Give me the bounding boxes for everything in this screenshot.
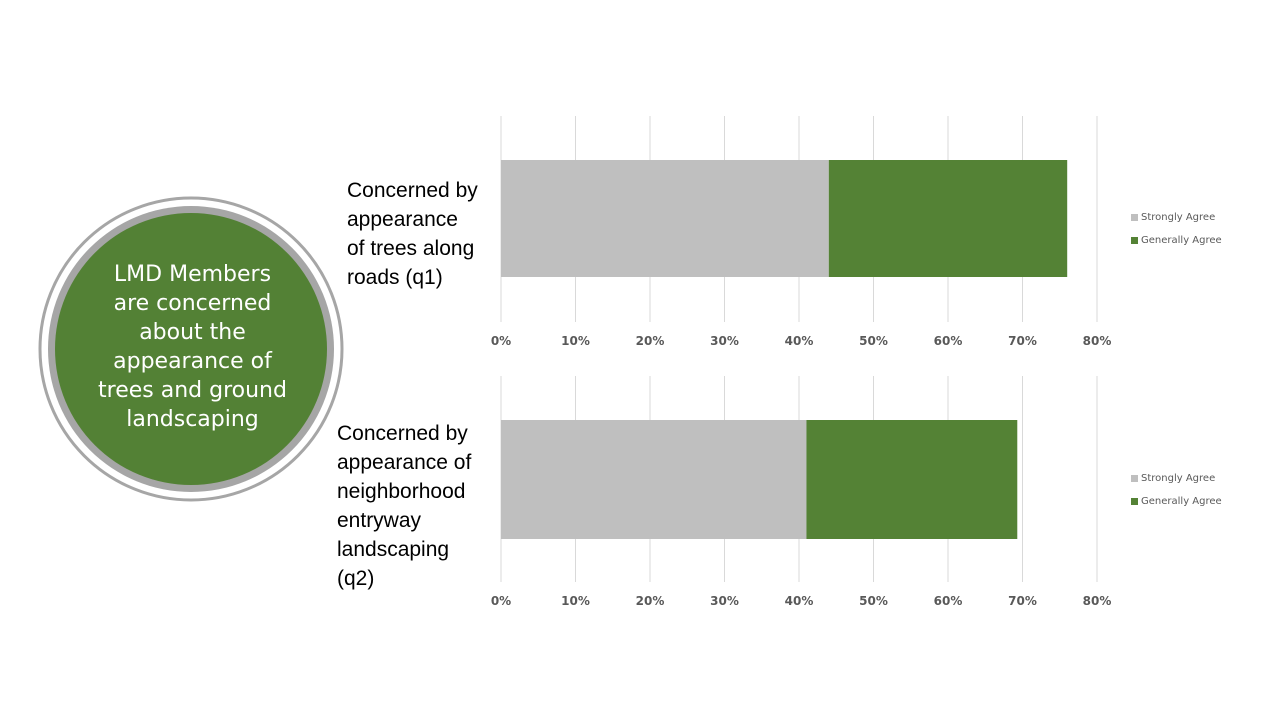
q1-legend: Strongly Agree Generally Agree <box>1131 211 1222 257</box>
legend-label-strongly-agree: Strongly Agree <box>1141 472 1216 484</box>
x-tick-label: 20% <box>636 594 665 608</box>
x-tick-label: 70% <box>1008 594 1037 608</box>
legend-item-generally-agree: Generally Agree <box>1131 495 1222 507</box>
x-tick-label: 20% <box>636 334 665 348</box>
legend-swatch-strongly-agree <box>1131 213 1138 221</box>
summary-circle-fill <box>55 213 327 485</box>
bar-generally-agree <box>828 160 1068 277</box>
x-tick-label: 60% <box>934 334 963 348</box>
legend-label-generally-agree: Generally Agree <box>1141 495 1222 507</box>
legend-item-strongly-agree: Strongly Agree <box>1131 472 1222 484</box>
legend-swatch-generally-agree <box>1131 497 1138 505</box>
q2-chart: 0% 10% 20% 30% 40% 50% 60% 70% 80% <box>491 376 1112 608</box>
q1-category-label: Concerned by appearance of trees along r… <box>347 179 478 289</box>
x-tick-label: 10% <box>561 334 590 348</box>
q2-category-label: Concerned by appearance of neighborhood … <box>337 422 472 590</box>
x-tick-label: 60% <box>934 594 963 608</box>
x-tick-label: 0% <box>491 594 511 608</box>
x-tick-label: 10% <box>561 594 590 608</box>
bar-generally-agree <box>806 420 1018 539</box>
q1-chart: 0% 10% 20% 30% 40% 50% 60% 70% 80% <box>491 116 1112 348</box>
summary-circle <box>38 196 344 502</box>
legend-swatch-generally-agree <box>1131 236 1138 244</box>
summary-text: LMD Members are concerned about the appe… <box>98 262 287 432</box>
x-tick-label: 80% <box>1083 594 1112 608</box>
x-tick-label: 80% <box>1083 334 1112 348</box>
legend-item-strongly-agree: Strongly Agree <box>1131 211 1222 223</box>
q2-legend: Strongly Agree Generally Agree <box>1131 472 1222 518</box>
bar-strongly-agree <box>501 160 829 277</box>
legend-item-generally-agree: Generally Agree <box>1131 234 1222 246</box>
summary-circle-outer-ring <box>38 196 344 502</box>
x-tick-label: 70% <box>1008 334 1037 348</box>
x-tick-label: 40% <box>785 334 814 348</box>
bar-strongly-agree <box>501 420 807 539</box>
x-tick-label: 50% <box>859 334 888 348</box>
legend-swatch-strongly-agree <box>1131 474 1138 482</box>
x-tick-label: 40% <box>785 594 814 608</box>
x-tick-label: 30% <box>710 594 739 608</box>
x-tick-label: 0% <box>491 334 511 348</box>
x-tick-label: 30% <box>710 334 739 348</box>
x-tick-label: 50% <box>859 594 888 608</box>
legend-label-strongly-agree: Strongly Agree <box>1141 211 1216 223</box>
legend-label-generally-agree: Generally Agree <box>1141 234 1222 246</box>
